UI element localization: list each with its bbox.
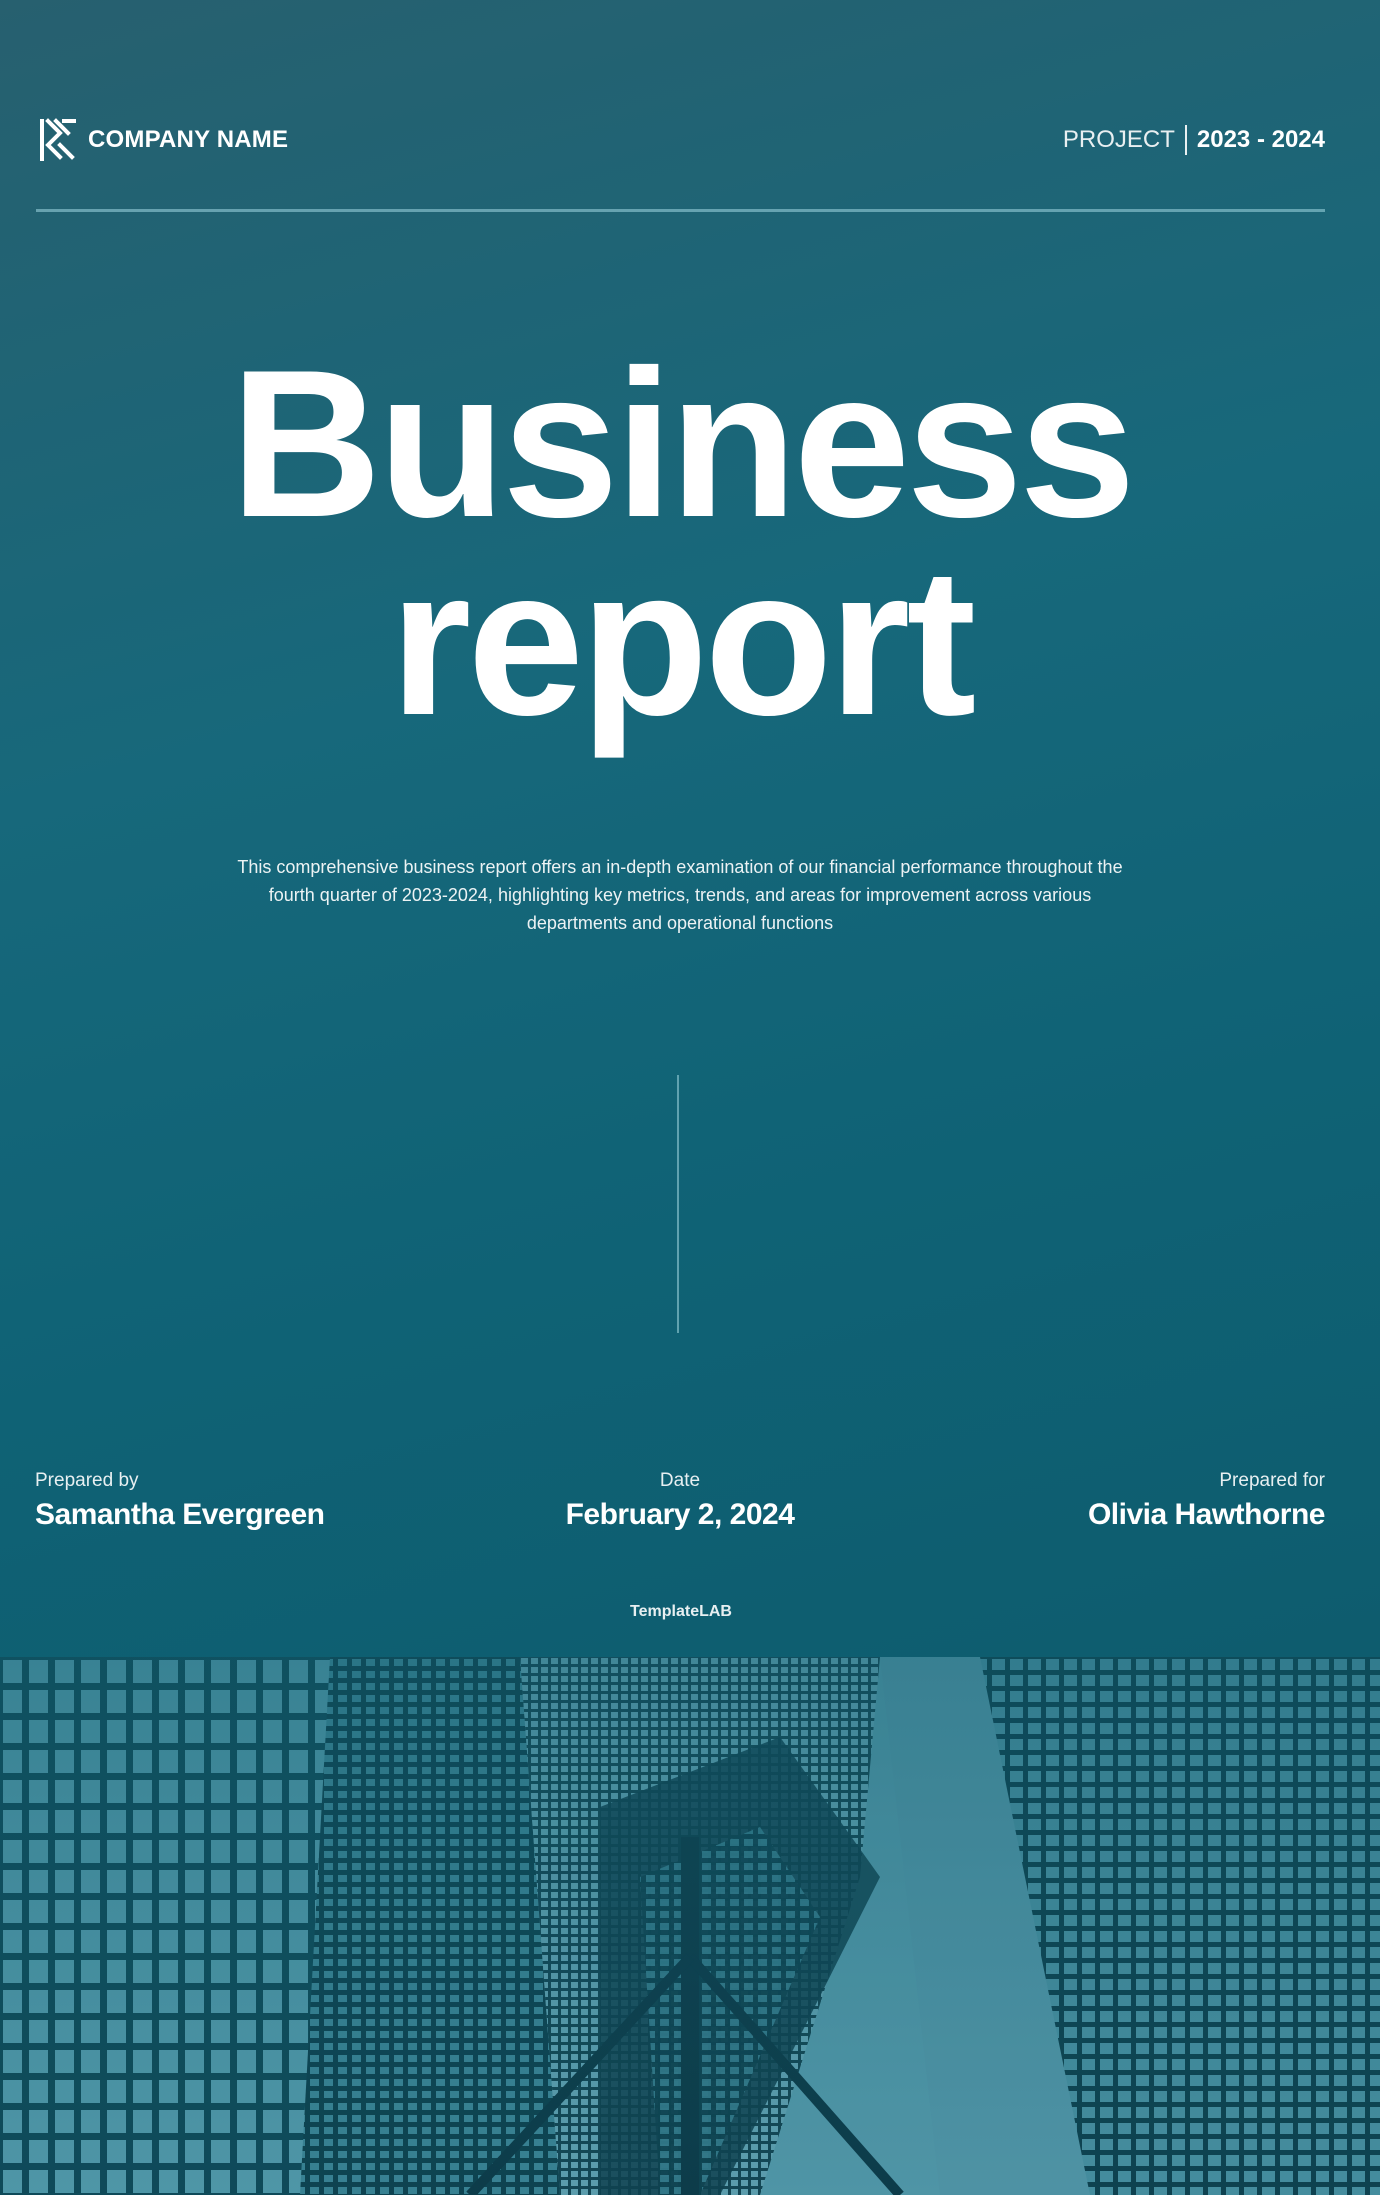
company-name: COMPANY NAME: [88, 126, 289, 153]
prepared-for-label: Prepared for: [1219, 1470, 1325, 1491]
template-credit: TemplateLAB: [630, 1603, 732, 1620]
project-label: PROJECT: [1062, 126, 1175, 153]
date-label: Date: [659, 1470, 701, 1491]
title-line-2: report: [389, 524, 977, 759]
prepared-by-label: Prepared by: [35, 1470, 139, 1491]
title-line-1: Business: [230, 326, 1136, 561]
report-description: This comprehensive business report offer…: [237, 857, 1123, 933]
company-logo-icon: [40, 118, 76, 161]
date-value: February 2, 2024: [565, 1498, 795, 1531]
cover-header: COMPANY NAME PROJECT 2023 - 2024: [38, 115, 1325, 165]
header-divider: [36, 209, 1325, 212]
center-divider: [677, 1075, 679, 1333]
cover-panel: COMPANY NAME PROJECT 2023 - 2024 Busines…: [0, 0, 1380, 1657]
brand: COMPANY NAME: [38, 117, 288, 163]
skyscrapers-photo: [0, 1657, 1380, 2195]
prepared-for-name: Olivia Hawthorne: [1087, 1498, 1326, 1531]
report-title: Business report: [0, 326, 1362, 759]
project-years: 2023 - 2024: [1196, 126, 1325, 153]
prepared-for-block: Prepared for Olivia Hawthorne: [1087, 1470, 1326, 1532]
prepared-by-name: Samantha Evergreen: [35, 1498, 325, 1531]
project-period: PROJECT 2023 - 2024: [1063, 125, 1325, 155]
project-separator: [1184, 125, 1187, 155]
prepared-by-block: Prepared by Samantha Evergreen: [35, 1470, 325, 1532]
date-block: Date February 2, 2024: [480, 1470, 880, 1532]
